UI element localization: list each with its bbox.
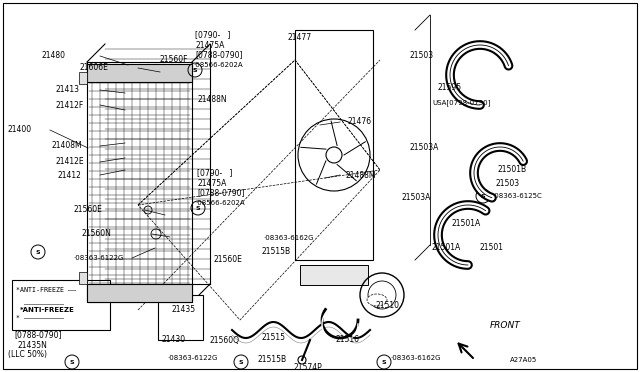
Text: ·08363-6122G: ·08363-6122G [167, 355, 218, 361]
Text: 21503: 21503 [495, 179, 519, 187]
Text: * ——————————: * —————————— [16, 315, 64, 321]
Text: ·08363-6162G: ·08363-6162G [390, 355, 440, 361]
Ellipse shape [367, 294, 387, 306]
Text: 21475A: 21475A [195, 41, 225, 49]
Text: FRONT: FRONT [490, 321, 521, 330]
Text: 21560N: 21560N [82, 230, 112, 238]
Text: ·08566-6202A: ·08566-6202A [193, 62, 243, 68]
Text: ·08363-6125C: ·08363-6125C [492, 193, 541, 199]
Bar [87, 64, 192, 82]
Bar [79, 72, 87, 84]
Text: 21412E: 21412E [55, 157, 84, 167]
Text: 21515B: 21515B [261, 247, 290, 257]
Text: 21574P: 21574P [294, 363, 323, 372]
Text: S: S [239, 359, 243, 365]
Text: 21560E: 21560E [213, 256, 242, 264]
Text: 21413: 21413 [55, 86, 79, 94]
Text: 21475A: 21475A [197, 179, 227, 187]
Text: S: S [381, 359, 387, 365]
Text: ·08566-6202A: ·08566-6202A [195, 200, 244, 206]
Text: 21515B: 21515B [258, 356, 287, 365]
Text: 21516: 21516 [336, 336, 360, 344]
Text: 21560Q: 21560Q [210, 336, 240, 344]
Text: *ANTI-FREEZE ——: *ANTI-FREEZE —— [16, 287, 76, 293]
Text: 21510: 21510 [376, 301, 400, 310]
Text: 21435N: 21435N [18, 340, 48, 350]
Text: 21501: 21501 [480, 244, 504, 253]
Text: ——————————: —————————— [16, 301, 64, 307]
Bar [300, 265, 368, 285]
Text: 21408M: 21408M [52, 141, 83, 151]
Text: 21430: 21430 [161, 336, 185, 344]
Text: ·08363-6162G: ·08363-6162G [263, 235, 314, 241]
Text: 21412F: 21412F [55, 100, 83, 109]
Text: 21435: 21435 [172, 305, 196, 314]
Text: 21606E: 21606E [80, 64, 109, 73]
Text: S: S [196, 205, 200, 211]
Text: S: S [481, 193, 485, 199]
Text: S: S [36, 250, 40, 254]
Bar [158, 295, 203, 340]
Bar [295, 30, 373, 260]
Text: 21503: 21503 [410, 51, 434, 61]
Text: 21477: 21477 [288, 33, 312, 42]
Text: S: S [193, 67, 197, 73]
Text: A27A05: A27A05 [510, 357, 537, 363]
Text: 21501A: 21501A [452, 219, 481, 228]
Text: 21503A: 21503A [402, 192, 431, 202]
Text: USA[0798-0790]: USA[0798-0790] [432, 100, 490, 106]
Text: 21501A: 21501A [431, 244, 460, 253]
Text: [0790-   ]: [0790- ] [197, 169, 232, 177]
Text: 21412: 21412 [58, 170, 82, 180]
Text: [0788-0790]: [0788-0790] [14, 330, 61, 340]
Text: 21476: 21476 [348, 118, 372, 126]
Bar [79, 272, 87, 284]
Text: ·08363-6122G: ·08363-6122G [73, 255, 124, 261]
Bar [12, 280, 110, 330]
Text: *ANTI-FREEZE: *ANTI-FREEZE [20, 307, 75, 313]
Text: 21503A: 21503A [410, 144, 440, 153]
Text: 21400: 21400 [8, 125, 32, 135]
Text: 21488N: 21488N [198, 96, 228, 105]
Text: 21595: 21595 [438, 83, 462, 93]
Text: [0790-   ]: [0790- ] [195, 31, 230, 39]
Text: 21560E: 21560E [74, 205, 103, 215]
Text: 21488M: 21488M [346, 170, 376, 180]
Text: 21501B: 21501B [497, 166, 526, 174]
Text: 21560F: 21560F [159, 55, 188, 64]
Text: [0788-0790]: [0788-0790] [197, 189, 244, 198]
Text: [0788-0790]: [0788-0790] [195, 51, 243, 60]
Bar [87, 284, 192, 302]
Text: 21480: 21480 [42, 51, 66, 61]
Text: 21515: 21515 [261, 334, 285, 343]
Text: S: S [70, 359, 74, 365]
Text: (LLC 50%): (LLC 50%) [8, 350, 47, 359]
